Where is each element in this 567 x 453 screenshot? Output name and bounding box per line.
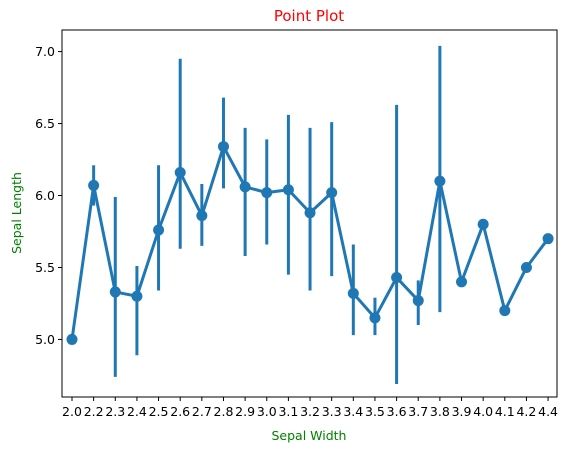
x-tick-label: 4.0 [473, 404, 493, 419]
x-tick-label: 3.7 [408, 404, 428, 419]
x-tick-label: 2.6 [170, 404, 190, 419]
data-point [326, 187, 338, 199]
x-axis-ticks: 2.0 2.2 2.3 2.4 2.5 2.6 2.7 2.8 2.9 3.0 3.1 3.2 3.3 3… [62, 397, 558, 419]
data-point [261, 187, 273, 199]
error-bars [92, 45, 442, 385]
data-point [412, 295, 424, 307]
data-point [477, 218, 489, 230]
data-point [153, 224, 165, 236]
x-tick-label: 3.8 [430, 404, 450, 419]
y-axis-ticks: 5.0 5.5 6.0 6.5 7.0 [35, 44, 62, 347]
data-point [174, 166, 186, 178]
data-point [456, 276, 468, 288]
data-point [196, 210, 208, 222]
x-tick-label: 4.4 [538, 404, 558, 419]
x-tick-label: 3.1 [278, 404, 298, 419]
y-axis-title: Sepal Length [9, 172, 24, 254]
y-tick-label: 5.0 [35, 332, 55, 347]
axes-frame [61, 29, 558, 398]
x-tick-label: 2.0 [62, 404, 82, 419]
data-point [369, 312, 381, 324]
data-point [499, 305, 511, 317]
data-point [391, 272, 403, 284]
data-point [542, 233, 554, 245]
data-point [131, 290, 143, 302]
data-point [347, 287, 359, 299]
x-tick-label: 4.2 [516, 404, 536, 419]
x-tick-label: 3.0 [257, 404, 277, 419]
x-tick-label: 2.3 [105, 404, 125, 419]
x-tick-label: 2.2 [84, 404, 104, 419]
data-point [239, 181, 251, 193]
x-tick-label: 3.9 [452, 404, 472, 419]
data-point [88, 179, 100, 191]
x-tick-label: 3.3 [322, 404, 342, 419]
x-tick-label: 2.5 [149, 404, 169, 419]
x-tick-label: 2.7 [192, 404, 212, 419]
y-tick-label: 5.5 [35, 260, 55, 275]
y-tick-label: 7.0 [35, 44, 55, 59]
data-point [304, 207, 316, 219]
x-tick-label: 2.9 [235, 404, 255, 419]
chart-title: Point Plot [274, 7, 344, 25]
x-tick-label: 3.6 [387, 404, 407, 419]
data-point [217, 141, 229, 153]
x-tick-label: 4.1 [495, 404, 515, 419]
data-points [66, 141, 554, 345]
x-tick-label: 3.4 [343, 404, 363, 419]
x-axis-title: Sepal Width [272, 428, 347, 443]
x-tick-label: 3.2 [300, 404, 320, 419]
y-tick-label: 6.5 [35, 116, 55, 131]
data-point [66, 333, 78, 345]
x-tick-label: 2.4 [127, 404, 147, 419]
data-point [520, 261, 532, 273]
data-point [109, 286, 121, 298]
data-point [282, 184, 294, 196]
data-point [434, 175, 446, 187]
x-tick-label: 2.8 [214, 404, 234, 419]
y-tick-label: 6.0 [35, 188, 55, 203]
x-tick-label: 3.5 [365, 404, 385, 419]
